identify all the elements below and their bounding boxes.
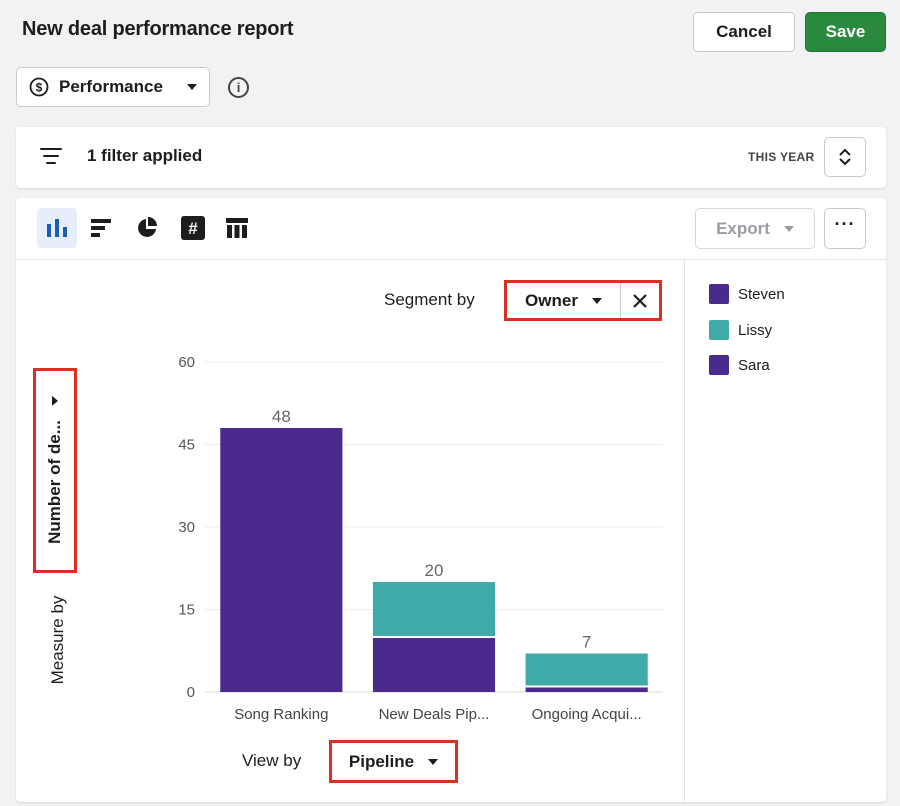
legend-item[interactable]: Lissy [709,320,772,340]
report-type-dropdown[interactable]: $ Performance [16,67,210,107]
chevron-down-icon [783,225,794,232]
y-tick-label: 15 [178,602,195,619]
segment-by-control: Owner [504,280,662,321]
filter-icon[interactable] [40,148,62,164]
x-tick-label: Ongoing Acqui... [532,706,642,723]
data-label: 20 [425,561,444,580]
chevron-down-icon [428,758,439,765]
toolbar-divider [16,259,886,260]
bar-segment [525,686,648,692]
export-label: Export [716,218,770,238]
clear-segment-button[interactable] [621,283,659,318]
dollar-circle-icon: $ [29,77,49,97]
period-toggle-button[interactable] [824,137,866,177]
number-view-button[interactable]: # [173,208,213,248]
legend-label: Steven [738,285,785,303]
segment-by-value: Owner [525,290,578,310]
close-icon [633,293,647,308]
segment-by-dropdown[interactable]: Owner [507,283,621,318]
view-by-label: View by [242,751,302,770]
table-view-button[interactable] [217,208,257,248]
bar-segment [525,653,648,687]
segment-by-label: Segment by [384,290,475,309]
data-label: 7 [582,633,591,652]
data-label: 48 [272,407,291,426]
chevron-down-icon [591,297,602,304]
page-title: New deal performance report [22,18,294,40]
bar-chart-icon [47,219,67,237]
chart-card [16,198,886,802]
filter-bar [16,127,886,188]
legend-item[interactable]: Steven [709,284,785,304]
svg-text:#: # [188,219,198,238]
legend-label: Lissy [738,321,773,339]
legend-divider [684,260,685,802]
legend-swatch [709,284,729,304]
x-tick-label: Song Ranking [234,706,328,723]
table-icon [226,218,248,238]
report-type-label: Performance [59,77,163,96]
bar-chart-view-button[interactable] [37,208,77,248]
chevron-down-icon [187,84,197,90]
legend-item[interactable]: Sara [709,355,770,375]
period-label: THIS YEAR [748,150,815,164]
y-tick-label: 0 [187,684,195,701]
measure-by-dropdown[interactable]: Number of de... [33,368,77,573]
export-button[interactable]: Export [695,208,815,249]
legend-swatch [709,355,729,375]
view-by-value: Pipeline [348,751,415,771]
horizontal-bar-view-button[interactable] [81,208,121,248]
bar-segment [372,637,496,692]
filter-summary[interactable]: 1 filter applied [87,146,203,165]
save-button[interactable]: Save [805,12,886,52]
svg-text:$: $ [36,81,43,95]
bar-segment [220,428,343,692]
view-by-dropdown[interactable]: Pipeline [329,740,458,783]
pie-chart-view-button[interactable] [127,208,167,248]
pie-chart-icon [138,217,157,237]
y-tick-label: 30 [178,519,195,536]
bar-segment [372,582,496,637]
x-tick-label: New Deals Pip... [379,706,490,723]
cancel-button[interactable]: Cancel [693,12,795,52]
y-tick-label: 45 [178,437,195,454]
more-options-button[interactable]: ··· [824,208,866,249]
chevron-updown-icon [839,148,851,166]
info-icon[interactable]: i [228,77,249,98]
y-tick-label: 60 [178,354,195,371]
legend-swatch [709,320,729,340]
number-icon: # [181,216,205,240]
horizontal-bar-icon [91,219,111,237]
legend-label: Sara [738,356,770,374]
